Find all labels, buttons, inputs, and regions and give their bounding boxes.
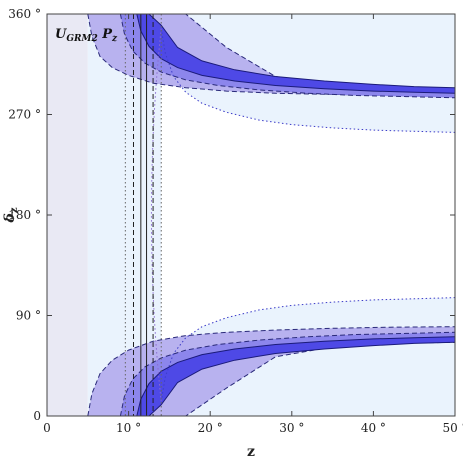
band-2sigma-upper [120,14,455,98]
x-tick-label: 30 ° [279,421,304,435]
contour-1sigma-upper-inner [136,14,455,89]
y-axis: 0 90 ° 180 ° 270 ° 360 ° [8,7,455,423]
y-tick-label: 90 ° [16,309,41,323]
x-tick-label: 20 ° [198,421,223,435]
y-tick-label: 360 ° [8,7,41,21]
contour-outer-upper [160,28,455,133]
x-axis: 0 10 ° 20 ° 30 ° 40 ° 50 ° [43,14,463,435]
panel-label: UGRM2 Pz [55,27,118,44]
x-tick-label: 10 ° [116,421,141,435]
y-axis-title: δz [2,207,20,223]
contour-2sigma-lower-outer [119,331,455,416]
band-1sigma-lower [136,336,455,416]
y-tick-label: 0 [33,409,41,423]
contour-3sigma-upper-outer [87,14,455,98]
band-3sigma-lower [87,326,455,416]
x-tick-label: 0 [43,421,51,435]
band-2sigma-lower [120,332,455,416]
contour-outer-nose [150,28,162,402]
contour-2sigma-upper-outer [119,14,455,99]
contour-1sigma-lower-inner [136,341,455,416]
x-tick-label: 50 ° [442,421,463,435]
plot-area [47,14,455,416]
y-tick-label: 180 ° [8,208,41,222]
x-tick-label: 40 ° [361,421,386,435]
x-axis-title: z [247,444,255,460]
outer-region-upper [161,14,455,133]
band-1sigma-upper [136,14,455,94]
excluded-region [47,14,88,416]
y-tick-label: 270 ° [8,108,41,122]
contour-1sigma-upper-outer [136,14,455,94]
contour-outer-lower [160,297,455,402]
contour-1sigma-lower-outer [136,336,455,416]
contour-3sigma-lower-outer [87,326,455,416]
